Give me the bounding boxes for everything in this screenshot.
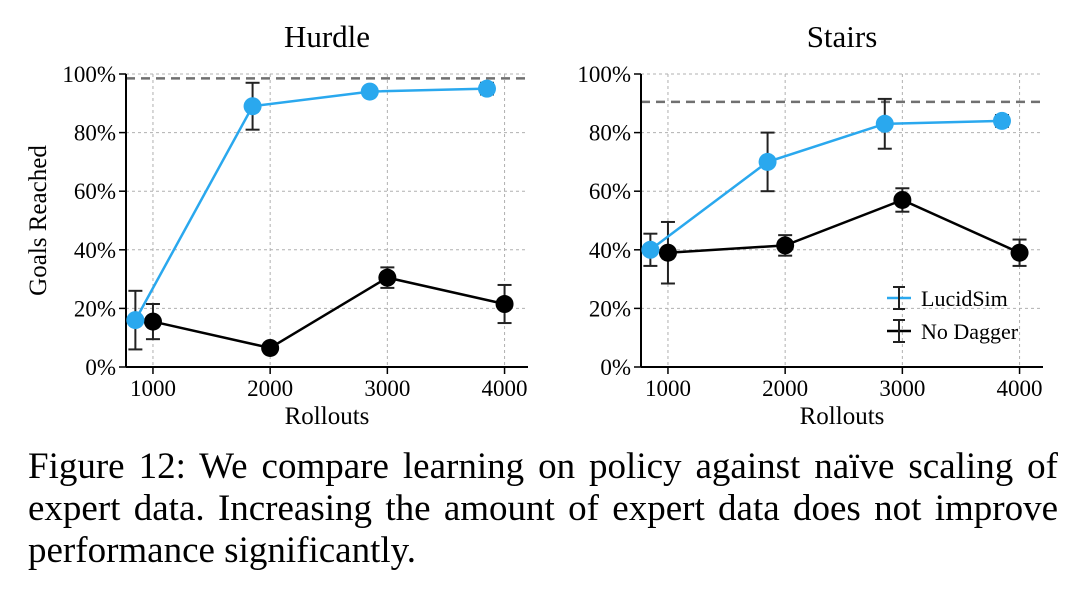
data-point — [495, 295, 514, 314]
y-tick-label: 60% — [74, 179, 116, 204]
data-point — [261, 338, 280, 357]
series-line — [667, 198, 1021, 254]
data-point — [641, 240, 660, 259]
legend-label: No Dagger — [921, 319, 1019, 344]
data-point — [875, 114, 894, 133]
data-point — [126, 311, 145, 330]
series-no-dagger — [658, 187, 1029, 285]
x-axis-label: Rollouts — [285, 403, 370, 430]
data-point — [893, 190, 912, 209]
x-tick-label: 3000 — [364, 376, 410, 401]
x-tick-label: 1000 — [645, 376, 691, 401]
series-no-dagger — [143, 266, 514, 357]
y-axis-label: Goals Reached — [25, 145, 52, 296]
chart-panel-2: 1000 2000 3000 4000 0% 20% 40% 60% 80% 100% Stairs… — [577, 19, 1043, 430]
y-tick-label: 0% — [600, 355, 631, 380]
y-tick-label: 80% — [589, 121, 631, 146]
y-tick-label: 100% — [62, 62, 116, 87]
y-tick-label: 0% — [85, 355, 116, 380]
x-tick-label: 4000 — [997, 376, 1043, 401]
chart-panel-1: 1000 2000 3000 4000 0% 20% 40% 60% 80% 100% Hurdle… — [25, 19, 528, 430]
x-tick-label: 2000 — [247, 376, 293, 401]
data-point — [143, 312, 162, 331]
figure: 1000 2000 3000 4000 0% 20% 40% 60% 80% 100% Hurdle… — [25, 19, 1043, 430]
data-point — [360, 82, 379, 101]
data-point — [243, 97, 262, 116]
y-tick-label: 80% — [74, 121, 116, 146]
series-lucidsim — [126, 79, 496, 351]
x-tick-label: 3000 — [879, 376, 925, 401]
legend: LucidSim No Dagger — [887, 286, 1019, 344]
series-lucidsim — [641, 97, 1011, 267]
series-line — [134, 87, 488, 321]
data-point — [992, 111, 1011, 130]
data-point — [776, 236, 795, 255]
data-point — [758, 152, 777, 171]
data-point — [658, 243, 677, 262]
y-tick-label: 100% — [577, 62, 631, 87]
y-tick-label: 20% — [74, 296, 116, 321]
figure-caption: Figure 12: We compare learning on policy… — [28, 446, 1058, 571]
legend-label: LucidSim — [921, 286, 1008, 311]
chart-title: Hurdle — [284, 19, 370, 54]
x-tick-label: 4000 — [482, 376, 528, 401]
y-tick-label: 60% — [589, 179, 631, 204]
series-line — [152, 276, 505, 350]
chart-title: Stairs — [807, 19, 878, 54]
x-tick-label: 2000 — [762, 376, 808, 401]
data-point — [378, 268, 397, 287]
data-point — [477, 79, 496, 98]
x-tick-label: 1000 — [130, 376, 176, 401]
data-point — [1010, 243, 1029, 262]
series-line — [649, 119, 1003, 251]
y-tick-label: 40% — [589, 238, 631, 263]
y-tick-label: 40% — [74, 238, 116, 263]
x-axis-label: Rollouts — [800, 403, 885, 430]
y-tick-label: 20% — [589, 296, 631, 321]
